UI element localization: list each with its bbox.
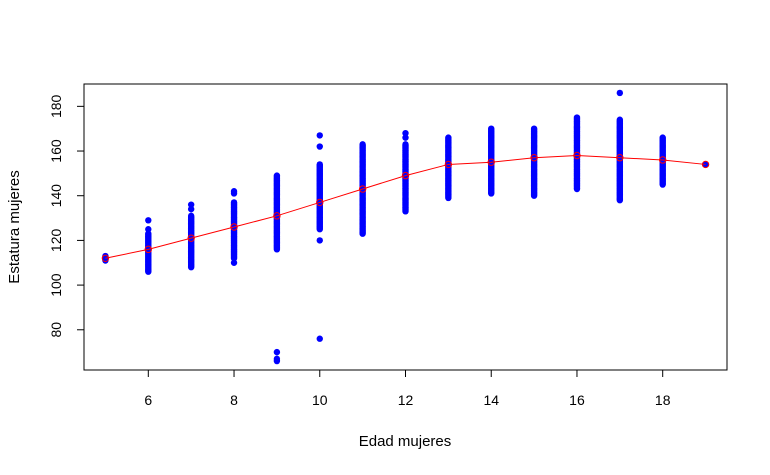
data-point bbox=[273, 172, 281, 179]
mean-marker bbox=[573, 151, 581, 160]
data-point bbox=[187, 201, 195, 208]
mean-marker bbox=[701, 160, 710, 169]
data-point bbox=[316, 143, 323, 150]
data-point bbox=[359, 141, 366, 148]
x-tick-label: 10 bbox=[312, 392, 328, 408]
data-point bbox=[145, 217, 152, 224]
y-tick-label: 160 bbox=[48, 139, 64, 163]
data-point bbox=[616, 89, 624, 97]
plot-frame bbox=[83, 83, 728, 371]
data-point bbox=[530, 125, 538, 132]
data-point bbox=[187, 212, 195, 220]
data-point bbox=[445, 134, 452, 141]
data-point bbox=[616, 116, 624, 123]
mean-marker bbox=[101, 254, 110, 262]
data-point bbox=[230, 259, 238, 266]
mean-line bbox=[105, 154, 706, 259]
y-tick-label: 80 bbox=[48, 322, 64, 338]
mean-marker bbox=[316, 198, 324, 207]
x-tick-label: 6 bbox=[144, 392, 152, 408]
mean-marker bbox=[487, 158, 495, 166]
data-point bbox=[488, 125, 495, 132]
data-point bbox=[573, 114, 581, 121]
points-layer bbox=[102, 89, 709, 365]
mean-marker bbox=[358, 185, 367, 193]
x-tick-label: 12 bbox=[398, 392, 414, 408]
mean-marker bbox=[144, 245, 153, 254]
mean-marker bbox=[230, 223, 238, 231]
mean-layer bbox=[101, 151, 710, 262]
data-point bbox=[230, 188, 238, 195]
mean-marker bbox=[444, 160, 453, 169]
y-axis-title: Estatura mujeres bbox=[6, 170, 23, 283]
mean-marker bbox=[273, 212, 281, 220]
mean-marker bbox=[187, 234, 195, 242]
y-tick-label: 120 bbox=[48, 229, 64, 253]
mean-marker bbox=[401, 171, 410, 180]
data-point bbox=[316, 335, 323, 342]
x-axis-title: Edad mujeres bbox=[359, 433, 452, 450]
data-point bbox=[230, 199, 238, 206]
y-tick-label: 140 bbox=[48, 184, 64, 208]
data-point bbox=[659, 134, 666, 141]
data-point bbox=[402, 129, 409, 137]
y-axis: 80 100 120 140 160 180 bbox=[48, 94, 85, 338]
x-tick-label: 8 bbox=[230, 392, 238, 408]
data-point bbox=[316, 237, 323, 244]
mean-marker bbox=[616, 154, 624, 162]
data-point bbox=[145, 230, 152, 237]
mean-marker bbox=[659, 156, 667, 164]
data-point bbox=[316, 132, 323, 139]
x-tick-label: 14 bbox=[483, 392, 499, 408]
data-point bbox=[316, 161, 323, 168]
data-point bbox=[273, 355, 281, 363]
mean-marker bbox=[530, 154, 538, 162]
x-tick-label: 18 bbox=[655, 392, 671, 408]
data-point bbox=[402, 141, 409, 148]
data-point bbox=[402, 134, 409, 141]
y-tick-label: 180 bbox=[48, 94, 64, 118]
data-point bbox=[273, 348, 281, 356]
x-axis: 6 8 10 12 14 16 18 bbox=[144, 369, 671, 408]
x-tick-label: 16 bbox=[569, 392, 585, 408]
data-point bbox=[187, 205, 195, 213]
y-tick-label: 100 bbox=[48, 273, 64, 297]
data-point bbox=[145, 226, 152, 233]
